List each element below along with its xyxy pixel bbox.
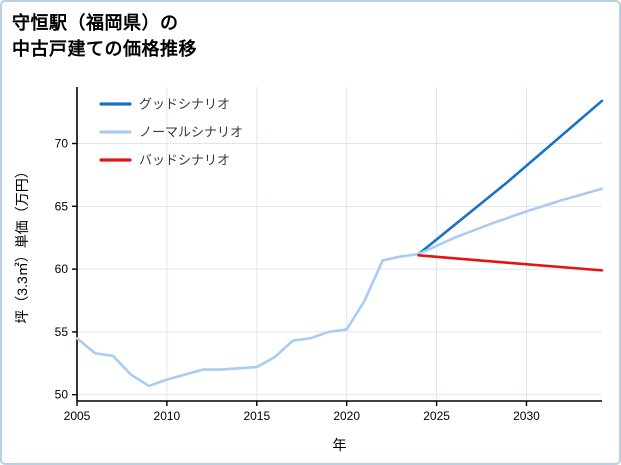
legend-label-bad: バッドシナリオ	[139, 153, 230, 168]
series-lines	[75, 99, 604, 388]
chart-title: 守恒駅（福岡県）の 中古戸建ての価格推移	[12, 10, 197, 62]
x-tick-label: 2005	[64, 409, 91, 423]
chart-title-line2: 中古戸建ての価格推移	[12, 39, 197, 60]
x-tick-label: 2010	[154, 409, 181, 423]
series-line-history	[75, 252, 420, 388]
x-tick-label: 2030	[513, 409, 540, 423]
series-line-good	[417, 99, 604, 256]
y-tick-label: 50	[55, 388, 69, 402]
gridlines	[76, 87, 602, 401]
x-tick-label: 2015	[243, 409, 270, 423]
axes: 2005 2010 2015 2020 2025 2030 50 55 60 65 70	[55, 87, 602, 423]
series-line-normal	[417, 187, 604, 256]
series-line-bad	[417, 254, 604, 272]
legend-label-good: グッドシナリオ	[139, 97, 230, 112]
y-tick-label: 70	[55, 137, 69, 151]
y-axis-label: 坪（3.3㎡）単価（万円）	[14, 164, 30, 324]
x-tick-label: 2025	[423, 409, 450, 423]
chart-title-line1: 守恒駅（福岡県）の	[12, 13, 179, 33]
y-tick-label: 65	[55, 199, 69, 213]
y-tick-label: 60	[55, 262, 69, 276]
y-tick-label: 55	[55, 325, 69, 339]
x-axis-label: 年	[332, 437, 347, 453]
legend-label-normal: ノーマルシナリオ	[139, 125, 243, 140]
x-tick-label: 2020	[333, 409, 360, 423]
